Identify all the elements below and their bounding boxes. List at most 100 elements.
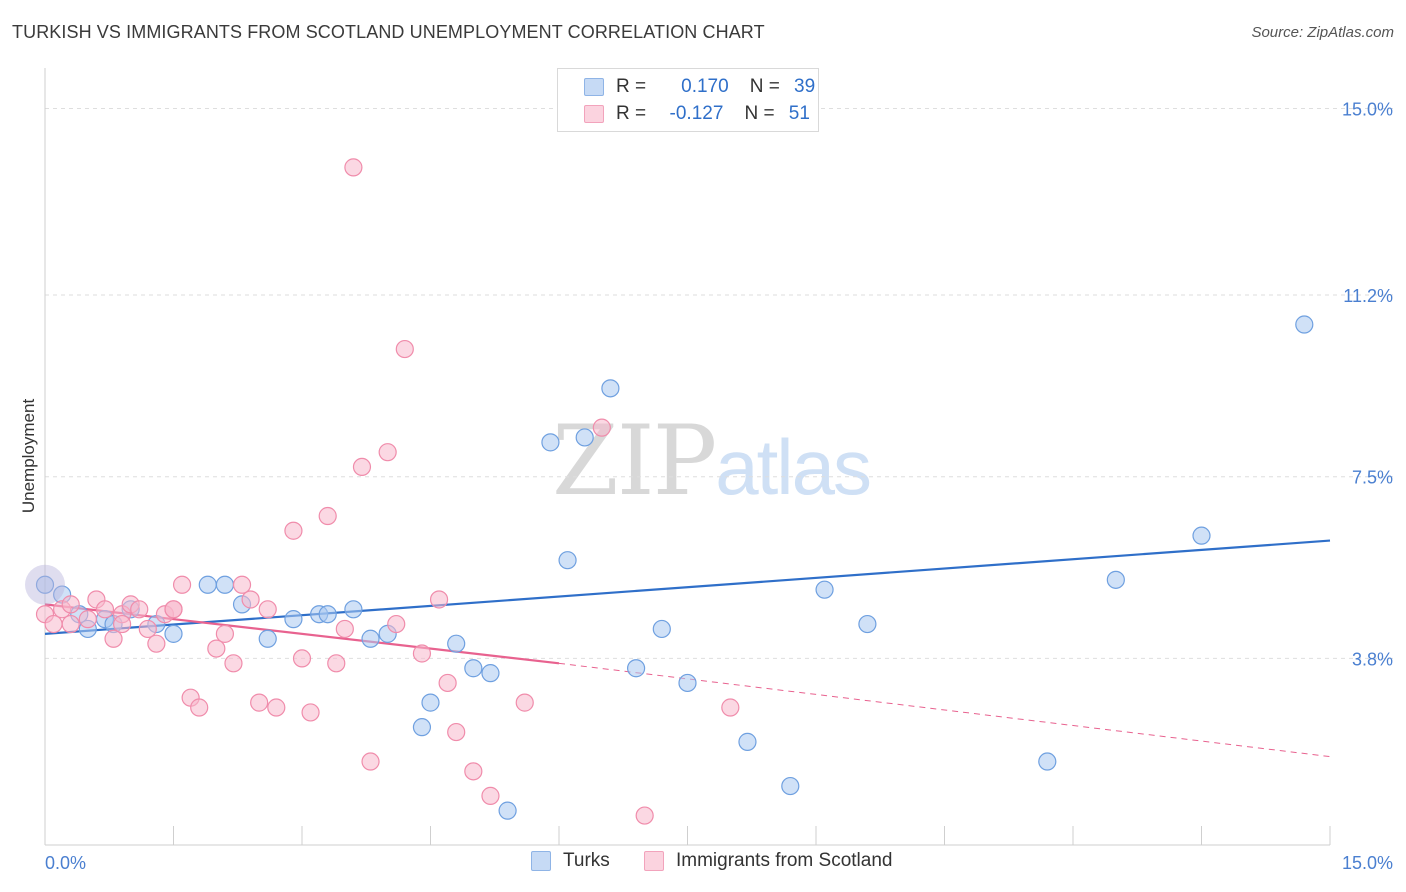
bottom-legend-swatch-turks [531,851,551,871]
point-turks [284,610,303,629]
point-scotland [164,600,183,619]
y-tick-label: 11.2% [1343,286,1393,306]
legend-swatch-turks [584,78,604,96]
point-scotland [172,575,192,594]
bottom-legend-scotland: Immigrants from Scotland [644,850,892,872]
point-scotland [241,590,260,609]
legend-n-label: N = [749,76,780,97]
point-turks [738,732,757,751]
point-scotland [429,590,449,609]
tick-labels: 3.8% 7.5% 11.2% 15.0% 0.0% 15.0% Unemployment [19,99,1393,873]
point-turks [258,629,277,648]
point-scotland [138,619,157,639]
trendline-turks [44,539,1331,635]
trendlines [44,539,1331,758]
legend-r-value: 0.170 [681,76,729,97]
point-turks [35,575,55,594]
y-tick-label: 15.0% [1342,99,1393,119]
point-scotland [95,600,115,619]
point-turks [652,619,671,639]
point-scotland [352,457,372,477]
point-scotland [515,693,534,712]
point-scotland [378,443,397,462]
point-scotland [215,624,234,643]
point-scotland [464,762,483,781]
point-scotland [112,614,132,634]
point-scotland [78,610,97,629]
point-turks [601,379,620,398]
point-scotland [104,629,123,648]
bottom-legend-label-scotland: Immigrants from Scotland [676,850,893,871]
legend-r-value: -0.127 [669,103,724,124]
point-scotland [61,595,80,614]
point-scotland [130,600,149,619]
point-scotland [44,614,63,634]
point-turks [815,580,834,599]
point-scotland [250,693,269,712]
point-turks [215,575,234,594]
point-scotland [395,339,414,359]
point-scotland [301,703,320,722]
point-scotland [438,673,457,693]
legend-r-label: R = [616,103,647,124]
point-turks [858,614,877,634]
y-tick-label: 7.5% [1352,468,1393,488]
point-turks [678,673,697,693]
y-axis-label: Unemployment [19,399,38,514]
legend-n-label: N = [744,103,775,124]
point-turks [421,693,440,712]
axes [44,68,1331,846]
chart-source: Source: ZipAtlas.com [1251,24,1394,41]
grid [45,107,1394,659]
point-scotland [635,806,654,825]
point-turks [1038,752,1057,771]
point-turks [344,600,363,619]
point-scotland [258,600,277,619]
point-scotland [361,752,380,771]
point-turks-large [25,564,65,605]
point-turks [498,801,517,820]
point-scotland [481,786,500,805]
point-turks [558,551,577,570]
point-scotland [284,521,303,540]
point-turks [318,605,337,624]
point-scotland [344,158,363,177]
point-turks [198,575,217,594]
x-tick-label: 0.0% [45,853,86,873]
point-turks [575,428,594,447]
point-scotland [721,698,740,717]
trendline-scotland [558,662,1331,758]
point-scotland [412,644,432,663]
point-scotland [61,614,80,634]
point-turks [626,659,646,678]
point-turks [447,634,466,653]
point-scotland [267,698,286,717]
legend-n-value: 39 [794,76,816,97]
point-turks [1106,570,1125,589]
legend-swatch-scotland [584,105,604,123]
point-scotland [335,619,354,639]
point-turks [464,659,483,678]
point-scotland [232,575,252,594]
point-scotland [190,698,209,717]
point-turks [481,664,500,683]
y-tick-label: 3.8% [1352,649,1393,669]
legend-r-label: R = [616,76,647,97]
bottom-legend-turks: Turks [531,850,610,872]
point-turks [1295,315,1314,334]
chart-title: TURKISH VS IMMIGRANTS FROM SCOTLAND UNEM… [12,22,765,42]
point-scotland [447,722,466,742]
point-turks [1192,526,1211,545]
point-turks [361,629,380,648]
legend-row-scotland: R = -0.127 N = 51 [584,102,810,126]
point-scotland [327,654,346,673]
x-tick-label: 15.0% [1342,853,1393,873]
bottom-legend-swatch-scotland [644,851,664,871]
point-scotland [387,614,406,634]
point-scotland [224,654,243,673]
point-turks [412,718,432,737]
point-turks [164,624,183,643]
correlation-legend: R = 0.170 N = 39 R = -0.127 N = 51 [557,68,819,132]
point-turks [781,776,800,796]
